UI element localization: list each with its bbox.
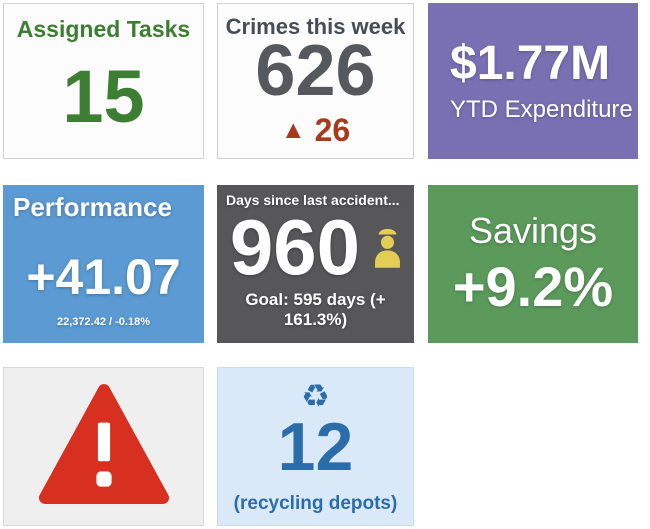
recycling-label: (recycling depots) [233, 493, 398, 514]
indicator-savings: Savings +9.2% [428, 185, 638, 343]
performance-value: +41.07 [26, 249, 181, 305]
indicator-crimes: Crimes this week 626 ▲ 26 [217, 3, 414, 159]
indicator-recycling-depots: ♻ 12 (recycling depots) [217, 367, 414, 526]
up-triangle-icon: ▲ [280, 116, 306, 144]
savings-title: Savings [468, 210, 598, 252]
crimes-delta-value: 26 [314, 112, 351, 148]
crimes-delta: ▲ 26 [281, 112, 350, 149]
indicator-performance: Performance +41.07 22,372.42 / -0.18% [3, 185, 204, 343]
crimes-value: 626 [255, 31, 376, 111]
indicator-days-since-accident: Days since last accident... 960 Goal: 59… [217, 185, 414, 343]
performance-center: +41.07 22,372.42 / -0.18% [3, 237, 204, 343]
accident-value: 960 [229, 203, 361, 291]
assigned-tasks-value: 15 [62, 55, 145, 138]
expenditure-value: $1.77M [450, 36, 611, 90]
person-icon [374, 226, 401, 268]
accident-goal: Goal: 595 days (+ 161.3%) [245, 290, 386, 329]
indicator-ytd-expenditure: $1.77M YTD Expenditure [428, 3, 638, 159]
warning-triangle-icon [35, 381, 173, 512]
assigned-tasks-title: Assigned Tasks [16, 16, 191, 42]
recycling-value: 12 [277, 408, 354, 485]
indicator-warning [3, 367, 204, 526]
indicator-assigned-tasks: Assigned Tasks 15 [3, 3, 204, 159]
savings-value: +9.2% [452, 255, 614, 319]
performance-detail: 22,372.42 / -0.18% [57, 316, 150, 328]
accident-title: Days since last accident... [226, 192, 400, 208]
recycle-icon: ♻ [301, 378, 330, 414]
crimes-title: Crimes this week [225, 14, 406, 39]
accident-main: 960 [217, 204, 414, 290]
expenditure-label: YTD Expenditure [450, 96, 633, 124]
performance-title: Performance [13, 192, 172, 222]
